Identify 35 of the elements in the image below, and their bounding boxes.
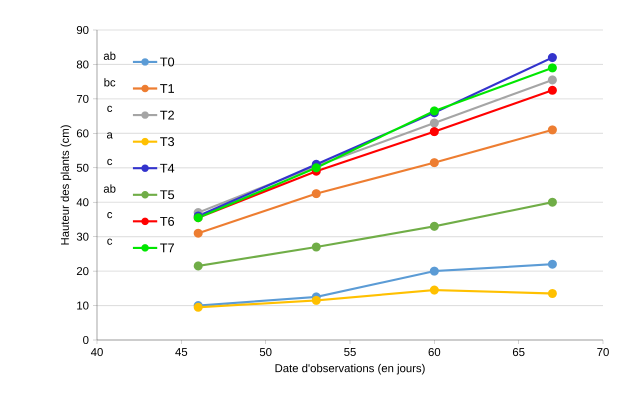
annotation: c — [107, 238, 112, 245]
annotation: bc — [104, 78, 116, 86]
legend-label: T3 — [160, 137, 174, 146]
annotation: ab — [104, 52, 116, 60]
legend-label: T7 — [160, 244, 174, 252]
x-tick-label: 60 — [428, 348, 440, 356]
annotation: a — [106, 132, 113, 139]
legend-label: T6 — [160, 216, 174, 226]
y-tick-label: 40 — [76, 198, 89, 206]
annotation: c — [107, 212, 112, 218]
x-tick-label: 70 — [597, 348, 609, 356]
y-tick-label: 0 — [83, 336, 89, 344]
legend-label: T2 — [160, 110, 174, 120]
annotation: c — [107, 106, 112, 112]
legend-label: T0 — [160, 57, 174, 66]
x-tick-label: 50 — [260, 348, 272, 356]
annotation: c — [107, 158, 112, 166]
y-axis-title: Hauteur des plants (cm) — [60, 125, 72, 245]
y-tick-label: 90 — [76, 26, 89, 34]
y-tick-label: 30 — [76, 232, 89, 241]
y-tick-label: 10 — [77, 302, 89, 310]
x-axis-title: Date d'observations (en jours) — [276, 364, 425, 374]
y-tick-label: 80 — [76, 60, 89, 68]
x-tick-label: 45 — [175, 348, 188, 356]
x-tick-label: 65 — [512, 348, 524, 356]
y-tick-label: 20 — [76, 267, 89, 276]
y-tick-label: 70 — [76, 94, 89, 103]
y-tick-label: 50 — [76, 164, 89, 172]
legend-label: T4 — [160, 164, 174, 173]
annotation: ab — [104, 184, 116, 193]
x-tick-label: 40 — [90, 348, 103, 356]
x-tick-label: 55 — [344, 348, 356, 356]
legend-label: T1 — [160, 84, 174, 93]
y-tick-label: 60 — [76, 129, 89, 138]
legend-label: T5 — [160, 190, 174, 200]
